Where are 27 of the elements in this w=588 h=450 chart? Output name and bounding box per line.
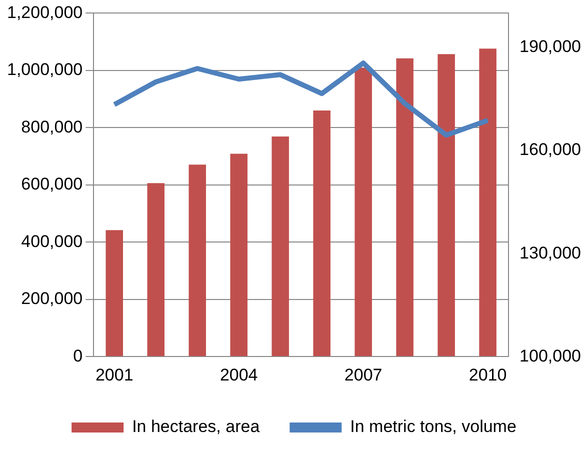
y-tick-label: 400,000 bbox=[21, 232, 83, 251]
y-tick-label: 600,000 bbox=[21, 174, 83, 194]
x-tick-label: 2004 bbox=[220, 365, 258, 384]
bar bbox=[479, 48, 496, 356]
y-tick-label: 1,000,000 bbox=[6, 60, 83, 80]
y2-tick-label: 190,000 bbox=[520, 37, 581, 56]
legend-label: In hectares, area bbox=[132, 417, 260, 436]
x-tick-label: 2001 bbox=[95, 365, 134, 384]
bar bbox=[313, 110, 330, 356]
y2-tick-label: 100,000 bbox=[520, 346, 581, 366]
y-tick-label: 200,000 bbox=[21, 289, 83, 308]
bar bbox=[272, 136, 289, 356]
bar bbox=[147, 183, 164, 356]
x-tick-label: 2007 bbox=[344, 365, 382, 384]
bar bbox=[354, 68, 372, 356]
y-tick-label: 800,000 bbox=[21, 117, 83, 136]
bar bbox=[396, 58, 414, 356]
y2-tick-label: 130,000 bbox=[520, 243, 581, 262]
y-tick-label: 0 bbox=[73, 346, 83, 366]
y-tick-label: 1,200,000 bbox=[6, 2, 83, 22]
bar bbox=[106, 230, 124, 356]
x-tick-label: 2010 bbox=[468, 365, 507, 384]
bar bbox=[188, 164, 206, 356]
bar bbox=[230, 154, 248, 356]
bar bbox=[438, 54, 455, 356]
legend-label: In metric tons, volume bbox=[350, 417, 516, 436]
y2-tick-label: 160,000 bbox=[520, 140, 581, 160]
